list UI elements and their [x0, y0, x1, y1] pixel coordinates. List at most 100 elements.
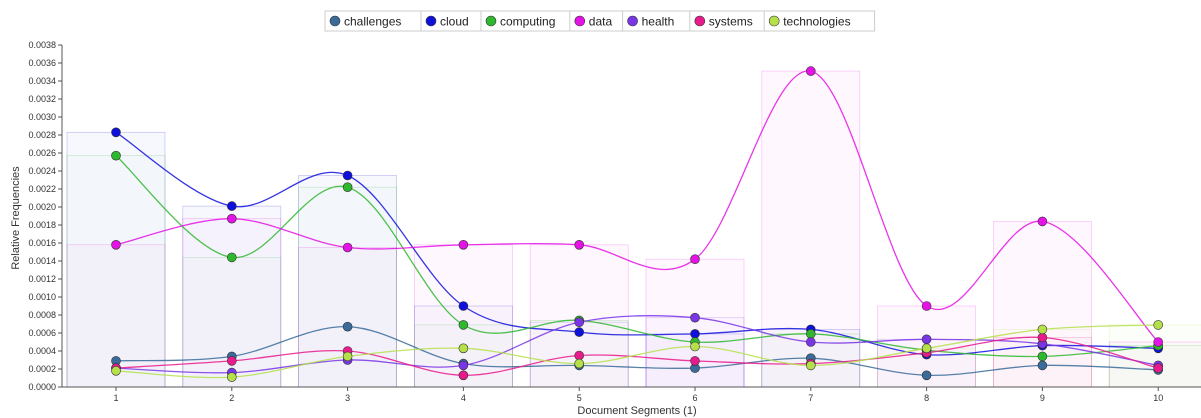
point-health-5[interactable] [574, 317, 585, 328]
point-data-6[interactable] [690, 254, 700, 265]
series-line-technologies [115, 324, 1159, 379]
point-health-6[interactable] [690, 312, 700, 323]
point-computing-1[interactable] [111, 150, 121, 161]
point-cloud-6[interactable] [690, 329, 700, 339]
point-technologies-4[interactable] [458, 343, 469, 354]
legend-swatch-computing[interactable] [485, 15, 497, 27]
x-tick-label: 3 [345, 393, 350, 403]
axes: 0.0000 0.0002 0.0004 0.0006 0.0008 0.0010 0.00… [28, 40, 1201, 403]
y-tick-label: 0.0006 [28, 328, 56, 338]
y-tick-label: 0.0032 [28, 94, 56, 104]
y-tick-label: 0.0018 [28, 220, 56, 230]
point-technologies-2[interactable] [227, 372, 237, 382]
legend-swatch-cloud[interactable] [425, 15, 437, 27]
y-tick-label: 0.0016 [28, 238, 56, 248]
point-cloud-3[interactable] [342, 170, 353, 181]
point-computing-4[interactable] [458, 320, 469, 330]
point-systems-5[interactable] [574, 350, 585, 361]
point-data-8[interactable] [921, 301, 932, 311]
point-cloud-4[interactable] [458, 301, 469, 311]
x-tick-label: 4 [461, 393, 466, 403]
y-tick-label: 0.0020 [28, 202, 56, 212]
point-cloud-5[interactable] [574, 327, 585, 337]
y-tick-label: 0.0022 [28, 184, 56, 194]
point-data-7[interactable] [805, 66, 816, 76]
point-systems-2[interactable] [227, 356, 237, 366]
point-data-9[interactable] [1037, 216, 1048, 227]
y-tick-label: 0.0014 [28, 256, 56, 266]
point-data-1[interactable] [111, 240, 121, 250]
series-line-computing [115, 155, 1159, 358]
y-tick-label: 0.0004 [28, 346, 56, 356]
point-technologies-1[interactable] [111, 365, 121, 376]
point-computing-9[interactable] [1037, 351, 1048, 362]
point-challenges-8[interactable] [921, 370, 932, 381]
legend: challenges cloud computing data health system… [324, 10, 876, 32]
series-line-cloud [115, 131, 1159, 356]
point-health-8[interactable] [921, 334, 932, 345]
x-tick-label: 7 [808, 393, 813, 403]
x-tick-label: 1 [113, 393, 118, 403]
series-line-challenges [115, 326, 1159, 377]
point-computing-2[interactable] [227, 252, 237, 263]
bars-layer [66, 70, 1201, 388]
point-technologies-5[interactable] [574, 358, 585, 369]
point-challenges-9[interactable] [1037, 360, 1048, 371]
point-data-5[interactable] [574, 240, 585, 250]
y-tick-label: 0.0026 [28, 148, 56, 158]
series-line-data [115, 70, 1159, 343]
x-tick-label: 6 [692, 393, 697, 403]
point-cloud-1[interactable] [111, 127, 121, 138]
point-challenges-3[interactable] [342, 321, 353, 332]
legend-swatch-health[interactable] [627, 15, 638, 27]
point-systems-4[interactable] [458, 370, 469, 381]
point-systems-6[interactable] [690, 356, 700, 366]
y-tick-label: 0.0030 [28, 112, 56, 122]
y-tick-label: 0.0036 [28, 58, 56, 68]
legend-label-health[interactable]: health [642, 15, 675, 29]
y-tick-label: 0.0034 [28, 76, 56, 86]
legend-label-computing[interactable]: computing [500, 15, 555, 29]
bar-segment-2-3 [182, 257, 282, 388]
y-tick-label: 0.0024 [28, 166, 56, 176]
legend-swatch-systems[interactable] [694, 15, 706, 27]
y-tick-label: 0.0002 [28, 364, 56, 374]
point-technologies-9[interactable] [1037, 324, 1048, 335]
x-tick-label: 8 [924, 393, 929, 403]
point-cloud-2[interactable] [227, 201, 237, 211]
point-systems-10[interactable] [1153, 363, 1163, 373]
point-health-4[interactable] [458, 360, 469, 371]
x-tick-label: 10 [1153, 393, 1163, 403]
point-technologies-10[interactable] [1153, 320, 1163, 330]
legend-label-data[interactable]: data [589, 15, 613, 29]
point-technologies-8[interactable] [921, 343, 932, 354]
legend-label-systems[interactable]: systems [709, 15, 753, 29]
point-data-2[interactable] [227, 213, 237, 224]
x-axis-title: Document Segments (1) [577, 405, 696, 417]
point-technologies-7[interactable] [805, 360, 816, 371]
legend-box [324, 10, 876, 32]
y-axis-title: Relative Frequencies [10, 166, 22, 270]
point-systems-9[interactable] [1037, 332, 1048, 343]
legend-swatch-data[interactable] [574, 15, 586, 27]
point-data-4[interactable] [458, 240, 469, 250]
x-tick-label: 9 [1040, 393, 1045, 403]
legend-label-challenges[interactable]: challenges [344, 15, 401, 29]
point-computing-7[interactable] [805, 329, 816, 339]
point-data-3[interactable] [342, 242, 353, 253]
y-tick-label: 0.0012 [28, 274, 56, 284]
point-data-10[interactable] [1153, 337, 1163, 347]
legend-swatch-technologies[interactable] [768, 15, 780, 27]
legend-label-technologies[interactable]: technologies [783, 15, 850, 29]
legend-label-cloud[interactable]: cloud [440, 15, 469, 29]
y-tick-label: 0.0038 [28, 40, 56, 50]
x-tick-label: 5 [577, 393, 582, 403]
legend-swatch-challenges[interactable] [329, 15, 341, 27]
point-technologies-6[interactable] [690, 341, 700, 352]
x-tick-label: 2 [229, 393, 234, 403]
point-technologies-3[interactable] [342, 351, 353, 362]
point-health-7[interactable] [805, 337, 816, 347]
series-line-health [115, 314, 1159, 374]
point-computing-3[interactable] [342, 182, 353, 192]
